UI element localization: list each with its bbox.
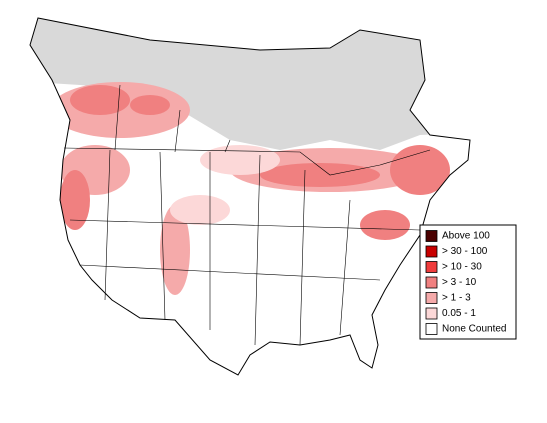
- legend: Above 100 > 30 - 100 > 10 - 30 > 3 - 10 > 1 …: [419, 224, 517, 340]
- legend-label: Above 100: [442, 231, 490, 242]
- abundance-regions: [50, 82, 450, 295]
- legend-label: > 30 - 100: [442, 246, 488, 257]
- legend-swatch: [425, 292, 438, 304]
- borders: [63, 84, 431, 346]
- legend-label: > 10 - 30: [442, 262, 482, 273]
- legend-swatch: [425, 230, 438, 242]
- legend-label: > 3 - 10: [442, 277, 477, 288]
- legend-label: 0.05 - 1: [442, 308, 476, 319]
- legend-swatch: [425, 276, 438, 289]
- legend-swatch: [425, 245, 438, 258]
- legend-swatch: [425, 307, 438, 320]
- coastline: [29, 17, 471, 376]
- legend-swatch: [425, 323, 438, 335]
- legend-label: > 1 - 3: [442, 293, 471, 304]
- legend-swatch: [425, 261, 438, 273]
- legend-label: None Counted: [442, 324, 507, 335]
